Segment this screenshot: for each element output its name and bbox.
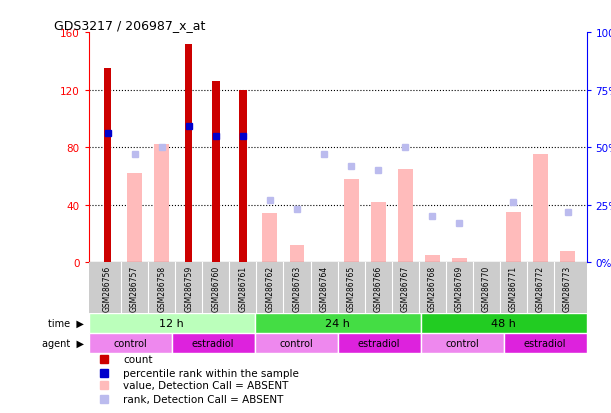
- Text: GSM286764: GSM286764: [320, 265, 329, 311]
- Text: GSM286760: GSM286760: [211, 265, 221, 311]
- Bar: [290, 245, 304, 263]
- Text: GSM286768: GSM286768: [428, 265, 437, 311]
- Text: GSM286769: GSM286769: [455, 265, 464, 311]
- Text: control: control: [113, 338, 147, 348]
- Text: estradiol: estradiol: [358, 338, 400, 348]
- Text: GSM286758: GSM286758: [157, 265, 166, 311]
- Bar: [533, 155, 548, 263]
- Bar: [425, 256, 440, 263]
- Text: GDS3217 / 206987_x_at: GDS3217 / 206987_x_at: [54, 19, 205, 32]
- Text: GSM286766: GSM286766: [374, 265, 382, 311]
- Bar: [89, 333, 172, 353]
- Text: estradiol: estradiol: [524, 338, 566, 348]
- Bar: [398, 169, 412, 263]
- Bar: [420, 313, 587, 333]
- Text: GSM286771: GSM286771: [509, 265, 518, 311]
- Text: GSM286759: GSM286759: [185, 265, 193, 311]
- Text: time  ▶: time ▶: [48, 318, 84, 328]
- Text: GSM286772: GSM286772: [536, 265, 545, 311]
- Bar: [127, 174, 142, 263]
- Bar: [503, 333, 587, 353]
- Text: 24 h: 24 h: [325, 318, 350, 328]
- Bar: [420, 333, 503, 353]
- Bar: [239, 90, 247, 263]
- Text: agent  ▶: agent ▶: [42, 338, 84, 348]
- Text: GSM286763: GSM286763: [293, 265, 301, 311]
- Bar: [255, 313, 420, 333]
- Bar: [371, 202, 386, 263]
- Text: value, Detection Call = ABSENT: value, Detection Call = ABSENT: [123, 380, 289, 390]
- Text: control: control: [445, 338, 479, 348]
- Text: GSM286770: GSM286770: [482, 265, 491, 311]
- Text: GSM286773: GSM286773: [563, 265, 572, 311]
- Bar: [337, 333, 420, 353]
- Bar: [343, 179, 359, 263]
- Text: GSM286761: GSM286761: [238, 265, 247, 311]
- Bar: [104, 69, 111, 263]
- Bar: [172, 333, 255, 353]
- Text: GSM286757: GSM286757: [130, 265, 139, 311]
- Text: control: control: [279, 338, 313, 348]
- Text: rank, Detection Call = ABSENT: rank, Detection Call = ABSENT: [123, 394, 284, 404]
- Bar: [89, 313, 255, 333]
- Bar: [185, 45, 192, 263]
- Text: GSM286756: GSM286756: [103, 265, 112, 311]
- Bar: [212, 82, 219, 263]
- Text: count: count: [123, 354, 153, 364]
- Bar: [560, 251, 575, 263]
- Bar: [255, 333, 337, 353]
- Text: 12 h: 12 h: [159, 318, 184, 328]
- Text: GSM286765: GSM286765: [346, 265, 356, 311]
- Text: estradiol: estradiol: [192, 338, 235, 348]
- Text: 48 h: 48 h: [491, 318, 516, 328]
- Bar: [452, 259, 467, 263]
- Bar: [506, 212, 521, 263]
- Text: GSM286767: GSM286767: [401, 265, 410, 311]
- Text: GSM286762: GSM286762: [265, 265, 274, 311]
- Text: percentile rank within the sample: percentile rank within the sample: [123, 368, 299, 378]
- Bar: [154, 145, 169, 263]
- Bar: [263, 214, 277, 263]
